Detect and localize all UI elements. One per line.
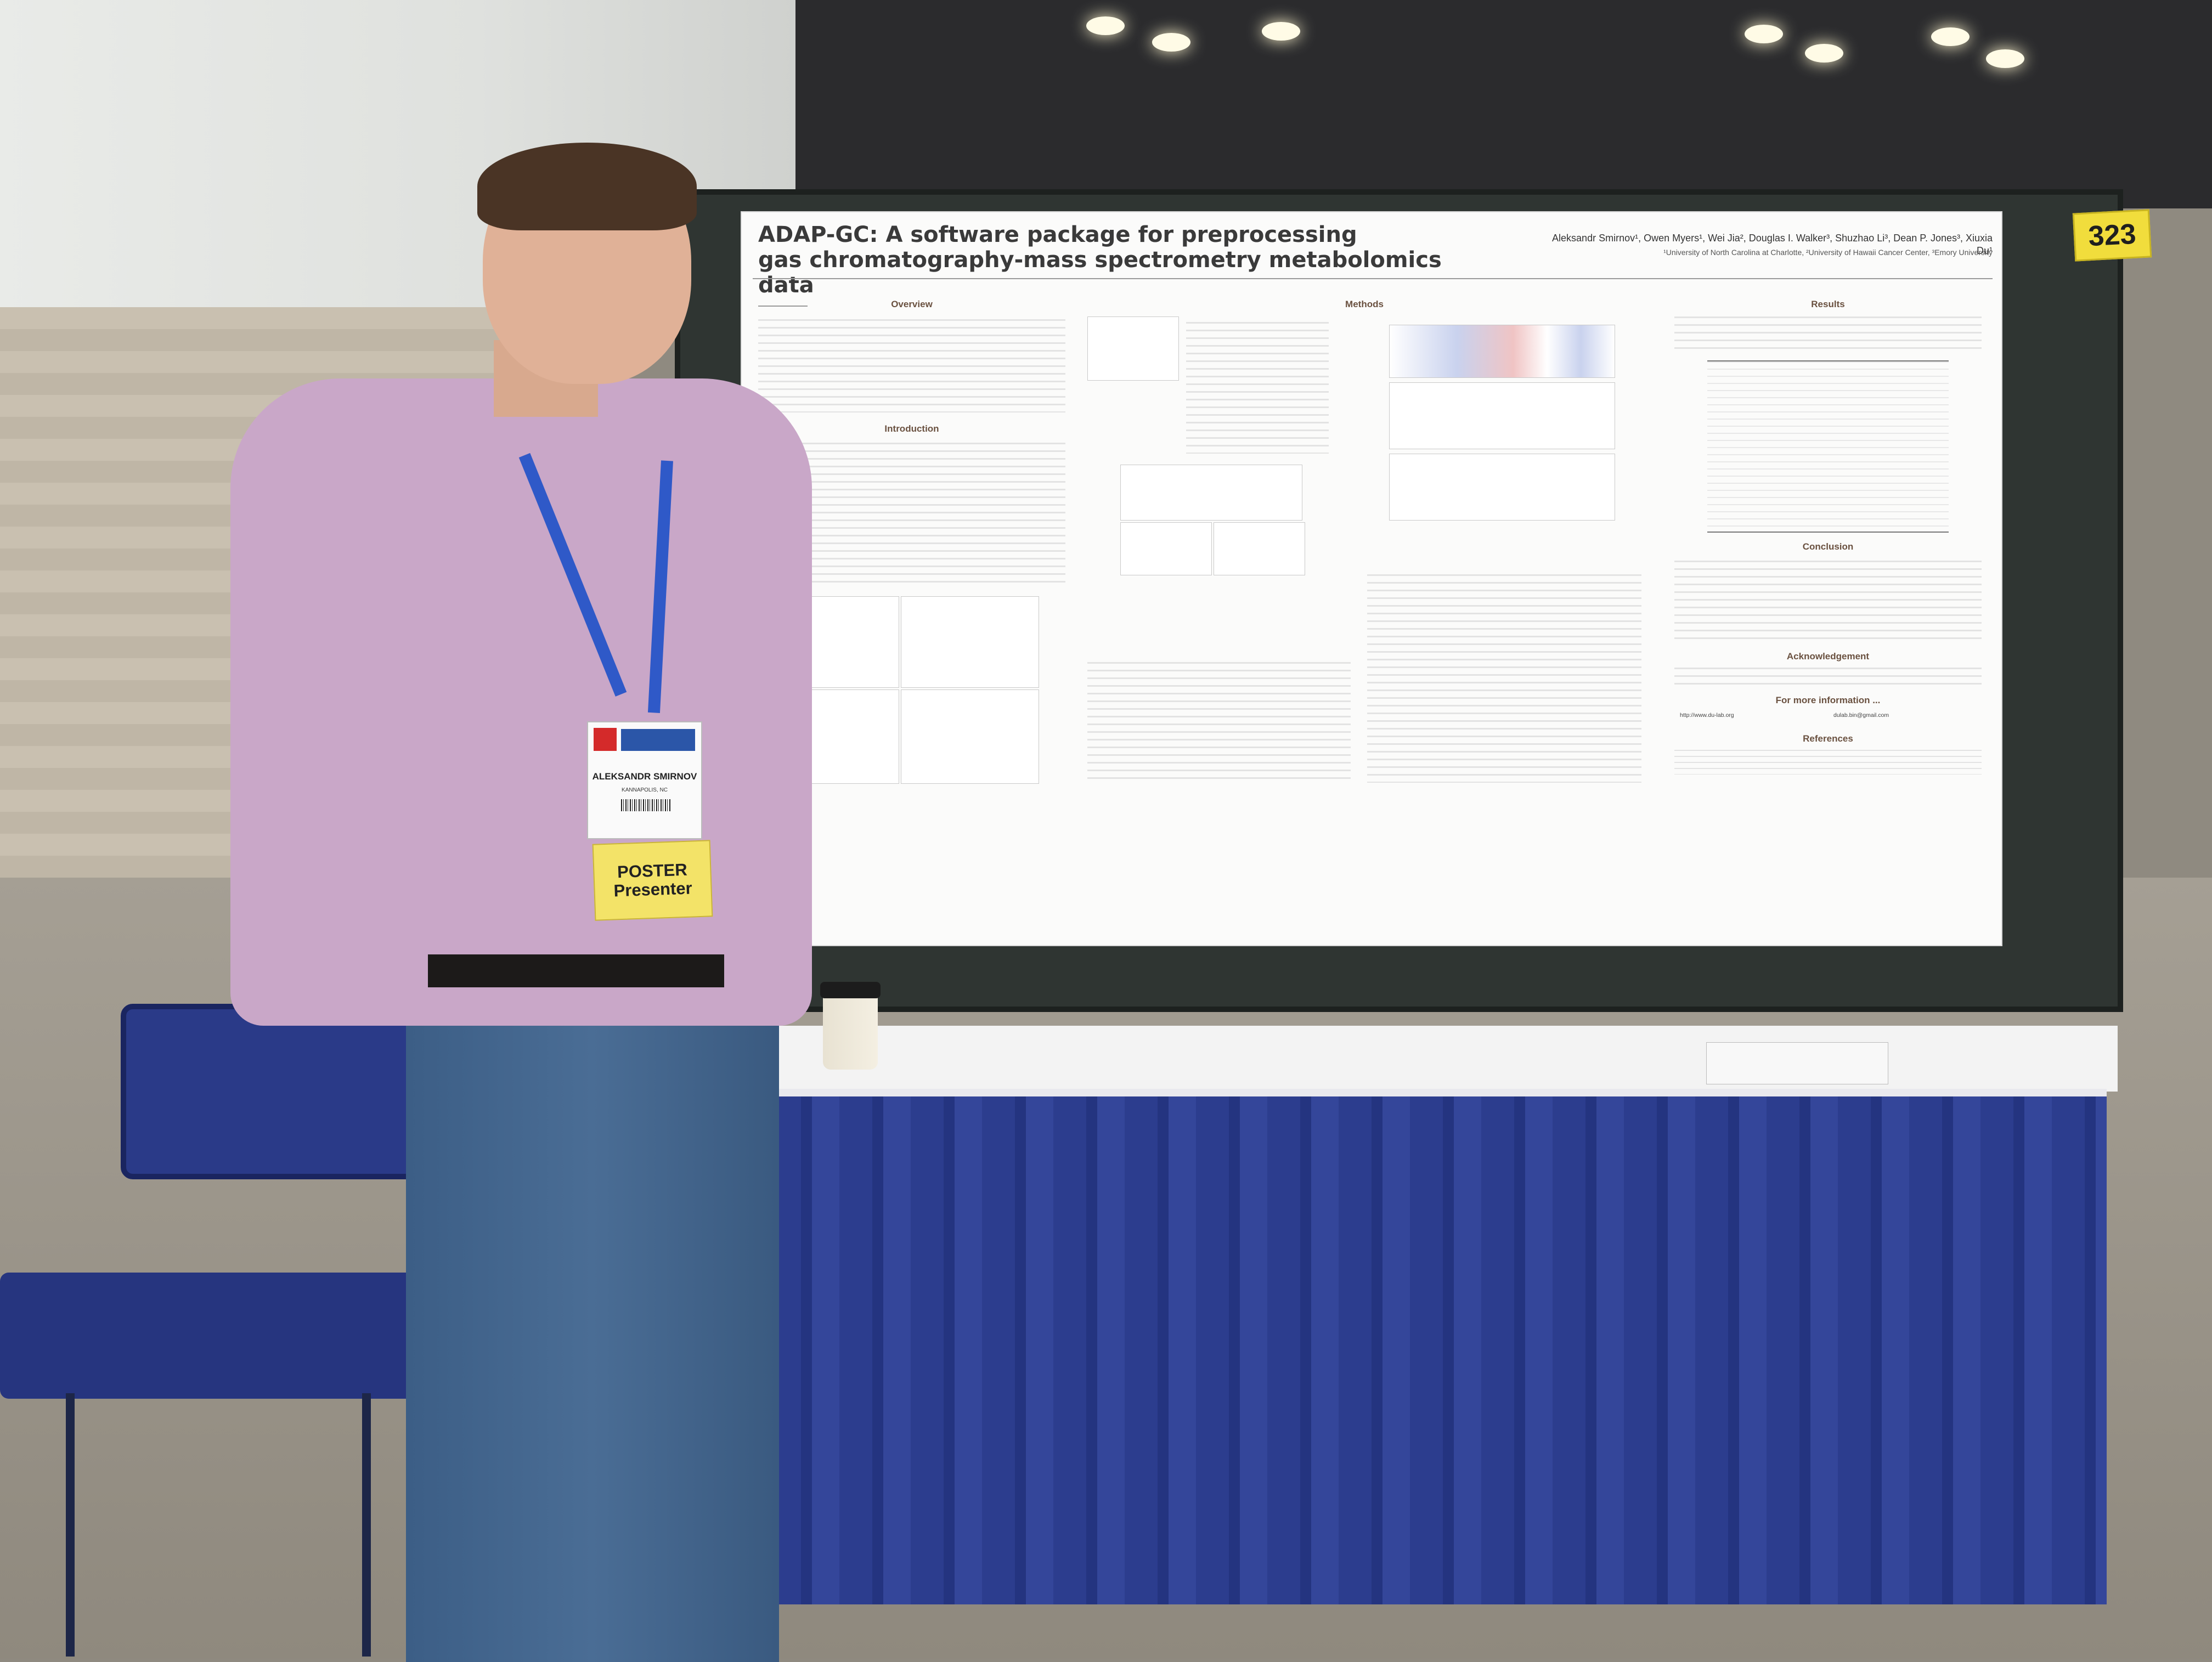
badge-name: ALEKSANDR SMIRNOV [592, 771, 697, 782]
ceiling-light [1805, 44, 1843, 63]
conference-banner [621, 729, 695, 751]
results-text [1674, 316, 1982, 355]
results-table [1707, 360, 1949, 533]
figure-spectrum [901, 689, 1039, 784]
figure-eic-detection-c [1389, 454, 1615, 521]
chair-back [121, 1004, 428, 1179]
chair-seat [0, 1273, 444, 1399]
eic-construction-text [1186, 322, 1329, 454]
ceiling-light [1262, 22, 1300, 41]
person-shirt [230, 378, 812, 1026]
ribbon-line2: Presenter [613, 878, 693, 901]
section-heading-acknowledgement: Acknowledgement [1786, 651, 1870, 662]
figure-mz-accuracy [1087, 316, 1179, 381]
ceiling-light [1931, 27, 1970, 46]
peak-detection-text [1367, 574, 1641, 783]
poster-title-line1: ADAP-GC: A software package for preproce… [758, 222, 1357, 247]
lab-email: dulab.bin@gmail.com [1833, 712, 1889, 719]
section-heading-conclusion: Conclusion [1802, 541, 1854, 552]
conclusion-text [1674, 561, 1982, 643]
figure-eic-detection-b [1389, 382, 1615, 449]
overview-text-block [758, 319, 1065, 412]
acknowledgement-text [1674, 668, 1982, 689]
ceiling-light [1086, 16, 1125, 35]
lab-website: http://www.du-lab.org [1680, 712, 1734, 719]
chair-leg [362, 1393, 371, 1657]
spectral-deconvolution-text [1087, 662, 1351, 783]
table-skirt [768, 1089, 2107, 1604]
booth-number-sign: 323 [2072, 209, 2152, 262]
title-rule [753, 278, 1993, 279]
poster-presenter-ribbon: POSTER Presenter [592, 840, 713, 921]
person-hair [477, 143, 697, 230]
poster: ADAP-GC: A software package for preproce… [741, 211, 2002, 946]
poster-title-line2: gas chromatography-mass spectrometry met… [758, 247, 1442, 298]
barcode-icon [621, 799, 670, 811]
poster-authors: Aleksandr Smirnov¹, Owen Myers¹, Wei Jia… [1552, 233, 1993, 257]
ceiling-light [1745, 25, 1783, 43]
section-heading-introduction: Introduction [884, 423, 939, 434]
coffee-cup [823, 987, 878, 1070]
chair-leg [66, 1393, 75, 1657]
figure-clustering [1120, 465, 1302, 521]
person-belt [428, 954, 724, 987]
figure-software-plot [901, 596, 1039, 688]
section-heading-results: Results [1811, 299, 1845, 309]
handout-paper [1706, 1042, 1888, 1084]
references-text [1674, 750, 1982, 775]
section-heading-overview: Overview [891, 299, 933, 309]
section-heading-references: References [1803, 733, 1853, 744]
figure-wavelet-heatmap [1389, 325, 1615, 378]
coffee-cup-lid [820, 982, 881, 998]
figure-eic-peaks-a [1120, 522, 1212, 575]
person-jeans [406, 982, 779, 1662]
figure-eic-peaks-b [1214, 522, 1305, 575]
section-rule [758, 306, 808, 307]
conference-logo-icon [594, 728, 617, 751]
ceiling-light [1152, 33, 1190, 52]
section-heading-more-info: For more information ... [1775, 695, 1881, 705]
name-badge: ALEKSANDR SMIRNOV KANNAPOLIS, NC [587, 721, 702, 839]
poster-title: ADAP-GC: A software package for preproce… [758, 222, 1471, 298]
poster-affiliations: ¹University of North Carolina at Charlot… [1663, 248, 1993, 257]
table-top [757, 1026, 2118, 1092]
badge-city: KANNAPOLIS, NC [622, 787, 668, 793]
ceiling-light [1986, 49, 2024, 68]
section-heading-methods: Methods [1345, 299, 1384, 309]
